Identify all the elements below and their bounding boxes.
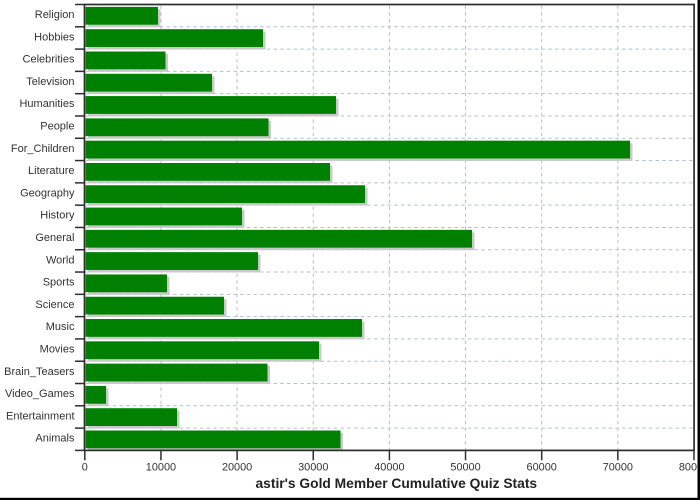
svg-text:60000: 60000 [527, 461, 557, 473]
svg-text:30000: 30000 [298, 461, 328, 473]
svg-text:80000: 80000 [679, 461, 700, 473]
svg-text:Religion: Religion [35, 9, 75, 21]
svg-text:Brain_Teasers: Brain_Teasers [4, 366, 75, 378]
svg-text:astir's Gold Member Cumulative: astir's Gold Member Cumulative Quiz Stat… [256, 476, 538, 491]
svg-text:People: People [40, 121, 74, 133]
svg-text:History: History [40, 210, 75, 222]
svg-text:Movies: Movies [40, 343, 75, 355]
svg-text:10000: 10000 [146, 461, 176, 473]
svg-text:General: General [35, 232, 74, 244]
svg-text:70000: 70000 [603, 461, 633, 473]
svg-text:Geography: Geography [20, 187, 75, 199]
svg-text:Television: Television [26, 76, 74, 88]
svg-text:40000: 40000 [374, 461, 404, 473]
svg-text:Sports: Sports [43, 277, 75, 289]
svg-text:Animals: Animals [35, 433, 75, 445]
svg-text:Literature: Literature [28, 165, 74, 177]
svg-text:0: 0 [82, 461, 88, 473]
svg-text:Video_Games: Video_Games [5, 388, 75, 400]
svg-text:World: World [46, 254, 75, 266]
svg-text:20000: 20000 [222, 461, 252, 473]
svg-text:50000: 50000 [450, 461, 480, 473]
svg-text:For_Children: For_Children [11, 143, 75, 155]
svg-text:Science: Science [35, 299, 74, 311]
svg-text:Entertainment: Entertainment [6, 410, 74, 422]
svg-text:Hobbies: Hobbies [34, 31, 75, 43]
svg-text:Humanities: Humanities [19, 98, 75, 110]
svg-text:Celebrities: Celebrities [23, 54, 75, 66]
svg-text:Music: Music [46, 321, 75, 333]
